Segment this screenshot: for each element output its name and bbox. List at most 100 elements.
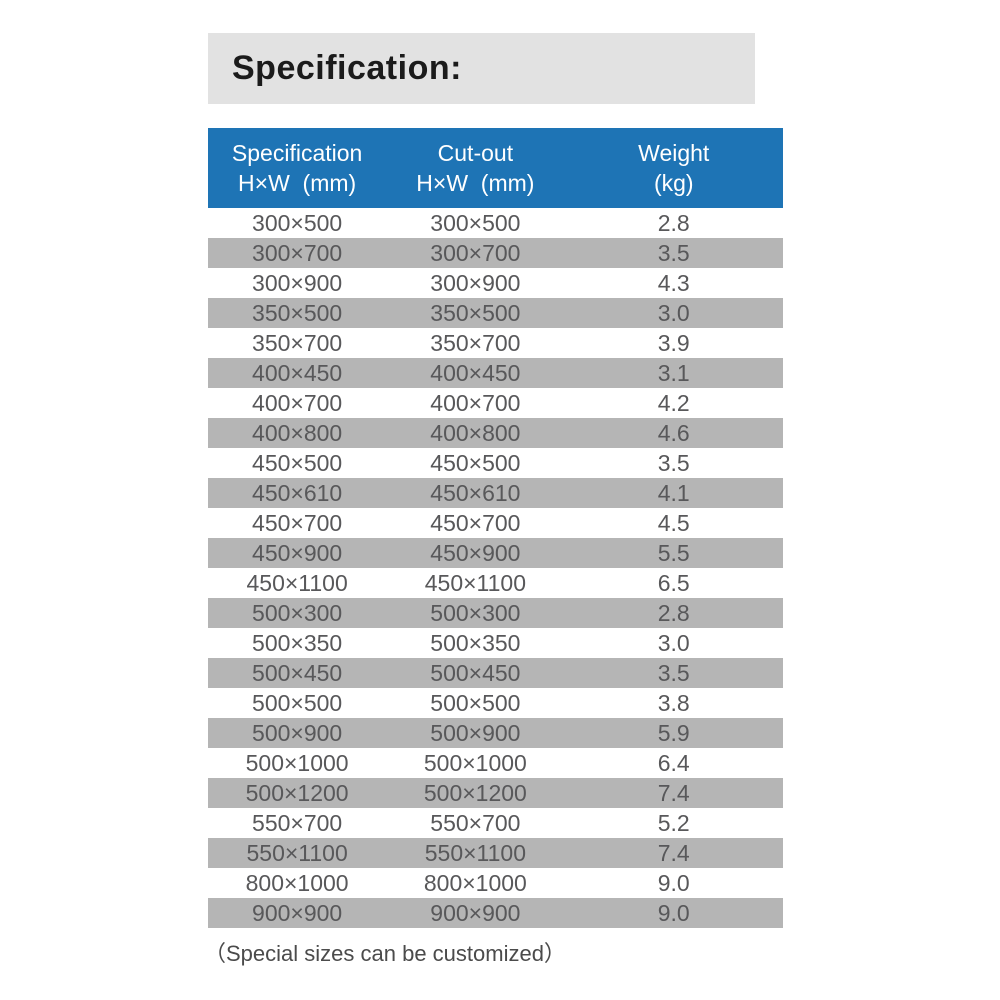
table-row: 500×350 500×350 3.0 [208, 628, 783, 658]
cell-cutout: 400×700 [430, 389, 521, 416]
cell-spec: 450×610 [252, 479, 343, 506]
cell-cutout: 550×1100 [424, 839, 526, 866]
cell-weight: 3.1 [657, 359, 690, 386]
column-header-specification: Specification H×W (mm) [208, 138, 386, 208]
cell-weight: 3.5 [657, 239, 690, 266]
cell-cutout: 500×900 [430, 719, 521, 746]
table-row: 900×900 900×900 9.0 [208, 898, 783, 928]
table-row: 450×900 450×900 5.5 [208, 538, 783, 568]
cell-spec: 450×700 [252, 509, 343, 536]
column-header-title: Weight [638, 140, 710, 166]
cell-weight: 3.0 [657, 629, 690, 656]
table-row: 300×900 300×900 4.3 [208, 268, 783, 298]
cell-spec: 300×900 [252, 269, 343, 296]
cell-spec: 450×1100 [246, 569, 348, 596]
cell-cutout: 500×450 [430, 659, 521, 686]
cell-spec: 800×1000 [245, 869, 349, 896]
cell-weight: 7.4 [657, 839, 690, 866]
table-row: 300×700 300×700 3.5 [208, 238, 783, 268]
cell-spec: 400×700 [252, 389, 343, 416]
cell-cutout: 450×610 [430, 479, 521, 506]
cell-weight: 4.3 [657, 269, 690, 296]
cell-weight: 5.5 [657, 539, 690, 566]
table-row: 400×700 400×700 4.2 [208, 388, 783, 418]
cell-spec: 450×900 [252, 539, 343, 566]
footnote: （Special sizes can be customized） [204, 941, 566, 966]
cell-weight: 3.5 [657, 449, 690, 476]
cell-weight: 3.9 [657, 329, 690, 356]
section-title: Specification: [232, 49, 462, 87]
cell-weight: 7.4 [657, 779, 690, 806]
cell-weight: 9.0 [657, 899, 690, 926]
cell-weight: 2.8 [657, 209, 690, 236]
table-body: 300×500 300×500 2.8 300×700 300×700 3.5 300×90… [208, 208, 783, 928]
cell-cutout: 500×350 [430, 629, 521, 656]
cell-weight: 5.9 [657, 719, 690, 746]
cell-cutout: 500×1200 [423, 779, 527, 806]
cell-cutout: 500×300 [430, 599, 521, 626]
cell-spec: 500×350 [252, 629, 343, 656]
table-row: 500×1200 500×1200 7.4 [208, 778, 783, 808]
cell-spec: 500×300 [252, 599, 343, 626]
cell-cutout: 500×1000 [423, 749, 527, 776]
cell-weight: 2.8 [657, 599, 690, 626]
cell-spec: 400×450 [252, 359, 343, 386]
cell-weight: 3.0 [657, 299, 690, 326]
section-title-bar: Specification: [208, 33, 755, 104]
cell-cutout: 450×700 [430, 509, 521, 536]
table-row: 500×900 500×900 5.9 [208, 718, 783, 748]
cell-spec: 500×1000 [245, 749, 349, 776]
table-row: 800×1000 800×1000 9.0 [208, 868, 783, 898]
specification-table: Specification H×W (mm) Cut-out H×W (mm) … [208, 128, 783, 928]
table-header-row: Specification H×W (mm) Cut-out H×W (mm) … [208, 128, 783, 208]
table-row: 350×700 350×700 3.9 [208, 328, 783, 358]
table-row: 500×450 500×450 3.5 [208, 658, 783, 688]
table-row: 450×610 450×610 4.1 [208, 478, 783, 508]
cell-cutout: 450×500 [430, 449, 521, 476]
cell-spec: 500×900 [252, 719, 343, 746]
cell-weight: 4.6 [657, 419, 690, 446]
column-header-cutout: Cut-out H×W (mm) [386, 138, 564, 208]
cell-spec: 350×500 [252, 299, 343, 326]
cell-spec: 300×700 [252, 239, 343, 266]
table-row: 550×1100 550×1100 7.4 [208, 838, 783, 868]
table-row: 350×500 350×500 3.0 [208, 298, 783, 328]
cell-cutout: 800×1000 [423, 869, 527, 896]
cell-weight: 4.5 [657, 509, 690, 536]
cell-spec: 300×500 [252, 209, 343, 236]
cell-cutout: 400×450 [430, 359, 521, 386]
table-row: 450×500 450×500 3.5 [208, 448, 783, 478]
cell-spec: 500×1200 [245, 779, 349, 806]
column-header-unit: H×W (mm) [416, 170, 535, 196]
cell-spec: 900×900 [252, 899, 343, 926]
cell-spec: 400×800 [252, 419, 343, 446]
cell-weight: 6.5 [657, 569, 690, 596]
cell-spec: 550×1100 [246, 839, 348, 866]
column-header-unit: H×W (mm) [238, 170, 357, 196]
cell-cutout: 900×900 [430, 899, 521, 926]
table-row: 550×700 550×700 5.2 [208, 808, 783, 838]
table-row: 500×500 500×500 3.8 [208, 688, 783, 718]
table-row: 400×800 400×800 4.6 [208, 418, 783, 448]
table-row: 400×450 400×450 3.1 [208, 358, 783, 388]
cell-cutout: 450×900 [430, 539, 521, 566]
cell-spec: 500×450 [252, 659, 343, 686]
cell-weight: 3.5 [657, 659, 690, 686]
cell-weight: 4.2 [657, 389, 690, 416]
cell-weight: 4.1 [657, 479, 690, 506]
cell-cutout: 300×900 [430, 269, 521, 296]
cell-weight: 9.0 [657, 869, 690, 896]
column-header-weight: Weight (kg) [565, 138, 784, 208]
cell-weight: 6.4 [657, 749, 690, 776]
cell-cutout: 300×500 [430, 209, 521, 236]
table-row: 500×1000 500×1000 6.4 [208, 748, 783, 778]
cell-spec: 500×500 [252, 689, 343, 716]
cell-cutout: 550×700 [430, 809, 521, 836]
column-header-title: Specification [231, 140, 363, 166]
table-row: 300×500 300×500 2.8 [208, 208, 783, 238]
column-header-unit: (kg) [653, 170, 694, 196]
cell-weight: 5.2 [657, 809, 690, 836]
cell-cutout: 350×700 [430, 329, 521, 356]
table-row: 450×700 450×700 4.5 [208, 508, 783, 538]
